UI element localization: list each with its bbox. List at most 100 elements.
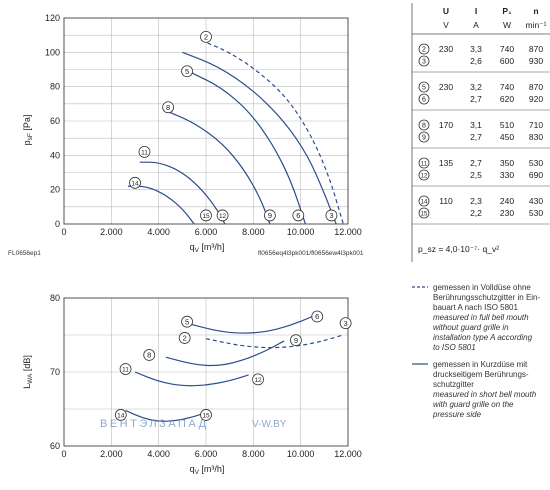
top-marker-circle <box>162 101 175 114</box>
bottom-plot-frame <box>63 297 349 447</box>
top-y-tick-label: 20 <box>50 185 60 195</box>
row-speed: 530 <box>529 158 543 168</box>
row-id: 2 <box>422 47 426 54</box>
bottom-x-tick-label: 6.000 <box>195 449 218 459</box>
bottom-x-tick-label: 10.000 <box>287 449 315 459</box>
row-id-circle <box>418 93 430 105</box>
row-power: 350 <box>500 158 514 168</box>
bottom-marker-circle <box>339 317 352 330</box>
row-voltage: 230 <box>439 44 453 54</box>
bottom-x-tick-label: 2.000 <box>100 449 123 459</box>
row-power: 620 <box>500 94 514 104</box>
legend-dashed-line7: to ISO 5801 <box>433 343 476 352</box>
table-row: 5 230 3,2 740 870 <box>418 81 543 93</box>
bottom-curve-6 <box>189 315 313 334</box>
top-x-tick-label: 10.000 <box>287 227 315 237</box>
top-marker-11: 11 <box>138 145 151 158</box>
row-power: 600 <box>500 56 514 66</box>
top-x-tick-label: 2.000 <box>100 227 123 237</box>
top-marker-circle <box>216 209 229 222</box>
top-curve-11 <box>139 161 226 225</box>
bottom-marker-12: 12 <box>252 373 264 386</box>
bottom-x-tick-label: 0 <box>61 449 66 459</box>
top-marker-circle <box>200 209 212 222</box>
table-row: 11 135 2,7 350 530 <box>418 157 543 169</box>
bottom-marker-circle <box>178 332 191 344</box>
bottom-marker-label: 6 <box>315 312 319 321</box>
bottom-marker-3: 3 <box>339 317 352 330</box>
bottom-ylabel-sub: WA <box>27 373 34 384</box>
top-marker-label: 12 <box>219 213 227 220</box>
row-current: 3,3 <box>470 44 482 54</box>
bottom-marker-15: 15 <box>200 409 212 421</box>
legend-solid-line5: with guard grille on the <box>433 400 514 409</box>
row-speed: 710 <box>529 120 543 130</box>
bottom-marker-circle <box>290 334 302 347</box>
table-row: 2 230 3,3 740 870 <box>418 43 543 55</box>
row-id: 5 <box>422 85 426 92</box>
bottom-marker-circle <box>311 310 324 323</box>
table-row: 6 2,7 620 920 <box>418 93 543 105</box>
bottom-marker-label: 5 <box>185 317 189 326</box>
pressure-chart: 0 2.000 4.000 6.000 8.000 10.000 12.000 0 20 40 60… <box>45 13 362 237</box>
row-current: 2,7 <box>470 132 482 142</box>
top-y-tick-label: 100 <box>45 47 60 57</box>
bottom-x-tick-label: 4.000 <box>147 449 170 459</box>
row-id: 12 <box>421 174 428 180</box>
top-marker-3: 3 <box>325 209 338 222</box>
top-marker-9: 9 <box>263 209 276 222</box>
top-ylabel-unit: [Pa] <box>22 115 32 134</box>
row-current: 2,7 <box>470 94 482 104</box>
top-x-tick-label: 6.000 <box>195 227 218 237</box>
legend-solid-line2: druckseitigem Berührungs- <box>433 370 529 379</box>
bottom-ylabel-unit: [dB] <box>22 355 32 374</box>
top-curve-2 <box>201 39 344 225</box>
top-marker-label: 9 <box>268 211 272 220</box>
bottom-marker-5: 5 <box>181 315 193 328</box>
legend-solid-line6: pressure side <box>432 410 482 419</box>
bottom-marker-circle <box>143 349 156 361</box>
curve-file-ids: fl0656eq4l3pk001/fl0656ew4l3pk001 <box>258 250 364 257</box>
bottom-y-tick-label: 60 <box>50 441 60 451</box>
bottom-x-axis-title: qV [m³/h] <box>190 464 225 476</box>
col-header-p: P₁ <box>502 6 512 16</box>
table-row: 12 2,5 330 690 <box>418 169 543 181</box>
table-row: 9 2,7 450 830 <box>418 131 543 143</box>
legend-dashed-line1: gemessen in Volldüse ohne <box>433 283 531 292</box>
table-row: 3 2,6 600 930 <box>418 55 543 67</box>
row-speed: 870 <box>529 82 543 92</box>
top-marker-5: 5 <box>181 65 193 78</box>
bottom-curve-3 <box>205 334 344 349</box>
legend-dashed-line6: installation type A according <box>433 333 533 342</box>
table-row: 8 170 3,1 510 710 <box>418 119 543 131</box>
top-marker-14: 14 <box>129 176 141 189</box>
row-id: 11 <box>421 162 428 168</box>
row-id-circle <box>418 119 430 131</box>
row-voltage: 110 <box>439 196 453 206</box>
bottom-marker-label: 14 <box>117 413 125 420</box>
row-power: 330 <box>500 170 514 180</box>
legend-solid-line4: measured in short bell mouth <box>433 390 537 399</box>
bottom-x-tick-label: 8.000 <box>242 449 265 459</box>
top-marker-6: 6 <box>292 209 305 222</box>
row-voltage: 170 <box>439 120 453 130</box>
row-current: 2,2 <box>470 208 482 218</box>
legend-dashed-line2: Berührungsschutzgitter in Ein- <box>433 293 541 302</box>
row-voltage: 230 <box>439 82 453 92</box>
top-marker-label: 14 <box>131 180 139 187</box>
legend: gemessen in Volldüse ohne Berührungsschu… <box>412 283 541 419</box>
row-speed: 870 <box>529 44 543 54</box>
bottom-marker-label: 15 <box>202 413 210 420</box>
watermark-site: V-W.BY <box>252 419 287 430</box>
row-id-circle <box>418 169 430 181</box>
bottom-marker-circle <box>181 315 193 328</box>
top-x-tick-label: 0 <box>61 227 66 237</box>
row-id-circle <box>418 43 430 55</box>
top-x-tick-label: 12.000 <box>334 227 362 237</box>
row-speed: 690 <box>529 170 543 180</box>
bottom-marker-8: 8 <box>143 349 156 361</box>
top-curve-3 <box>182 51 337 225</box>
top-x-axis-title: qV [m³/h] <box>190 242 225 254</box>
row-current: 2,3 <box>470 196 482 206</box>
